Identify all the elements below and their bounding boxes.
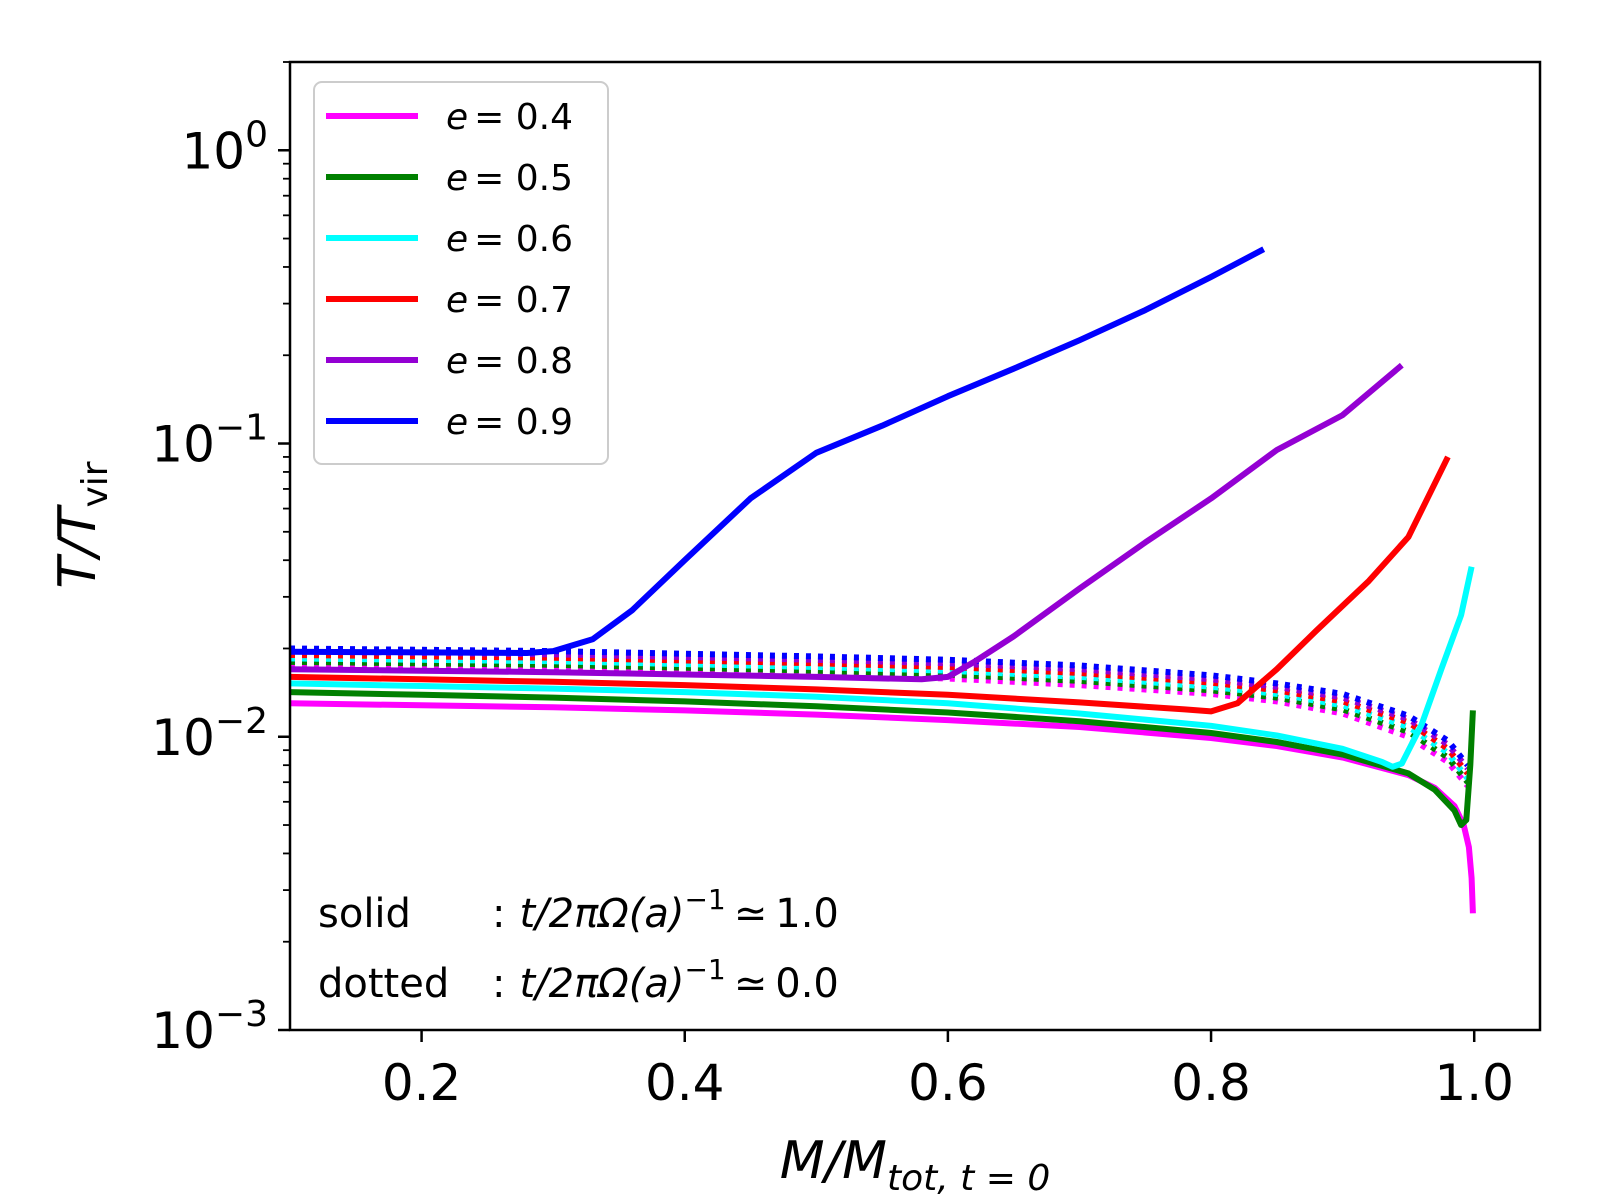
legend-label-e-0-4: e = 0.4 <box>446 97 573 138</box>
solid-value: 1.0 <box>775 891 839 937</box>
legend-label-e-0-5: e = 0.5 <box>446 158 573 199</box>
dotted-value: 0.0 <box>775 961 839 1007</box>
dotted-annotation: : t/2πΩ(a)−1 ≃ 0.0 <box>492 953 839 1007</box>
dotted-approx: ≃ <box>734 961 768 1007</box>
x-tick-label-1-0: 1.0 <box>1434 1054 1514 1112</box>
y-axis-label-main: T/T <box>48 503 108 588</box>
annotation-block: solid : t/2πΩ(a)−1 ≃ 1.0 dotted : t/2πΩ(a)−1… <box>318 883 839 1007</box>
y-axis-label: T/Tvir <box>48 461 116 588</box>
dotted-lines <box>289 645 1470 788</box>
x-tick-label-0-8: 0.8 <box>1171 1054 1251 1112</box>
legend-label-e-0-8: e = 0.8 <box>446 341 573 382</box>
dotted-key: dotted <box>318 961 449 1007</box>
y-axis-label-sub: vir <box>75 461 116 507</box>
x-tick-label-0-4: 0.4 <box>645 1054 725 1112</box>
dotted-exp: −1 <box>684 953 725 986</box>
solid-sep: : <box>492 891 505 937</box>
dotted-sep: : <box>492 961 505 1007</box>
legend-label-e-0-6: e = 0.6 <box>446 219 573 260</box>
solid-line-e-0-5 <box>289 689 1476 828</box>
solid-line-e-0-6 <box>289 566 1475 770</box>
solid-line-e-0-8 <box>289 362 1404 683</box>
dotted-line-e-0-4 <box>289 662 1470 788</box>
x-tick-label-0-2: 0.2 <box>382 1054 462 1112</box>
y-tick-label-3: 10−3 <box>151 994 268 1060</box>
legend-label-e-0-9: e = 0.9 <box>446 402 573 443</box>
solid-line-e-0-7 <box>289 455 1451 715</box>
solid-key: solid <box>318 891 411 937</box>
solid-exp: −1 <box>684 883 725 916</box>
x-axis-label: M/Mtot, t = 0 <box>780 1131 1050 1199</box>
solid-line-e-0-9 <box>289 246 1266 656</box>
solid-line-e-0-4 <box>289 700 1476 914</box>
y-tick-label-0: 100 <box>181 114 268 180</box>
solid-approx: ≃ <box>734 891 768 937</box>
x-axis-label-sub: tot, t = 0 <box>887 1158 1050 1199</box>
x-tick-label-0-6: 0.6 <box>908 1054 988 1112</box>
y-tick-label-1: 10−1 <box>151 408 268 474</box>
legend-label-e-0-7: e = 0.7 <box>446 280 573 321</box>
y-tick-label-2: 10−2 <box>151 701 268 767</box>
dotted-t-expr: t/2πΩ(a) <box>519 961 684 1007</box>
axis-ticks: 0.2 0.4 0.6 0.8 1.0 100 10−1 10−2 10−3 <box>151 61 1514 1112</box>
solid-annotation: : t/2πΩ(a)−1 ≃ 1.0 <box>492 883 839 937</box>
solid-lines <box>289 246 1476 914</box>
x-axis-label-main: M/M <box>780 1131 887 1191</box>
plot-frame <box>288 60 1542 1032</box>
legend: e = 0.4 e = 0.5 e = 0.6 e = 0.7 e = 0.8 e = 0.9 <box>313 81 609 465</box>
solid-t-expr: t/2πΩ(a) <box>519 891 684 937</box>
